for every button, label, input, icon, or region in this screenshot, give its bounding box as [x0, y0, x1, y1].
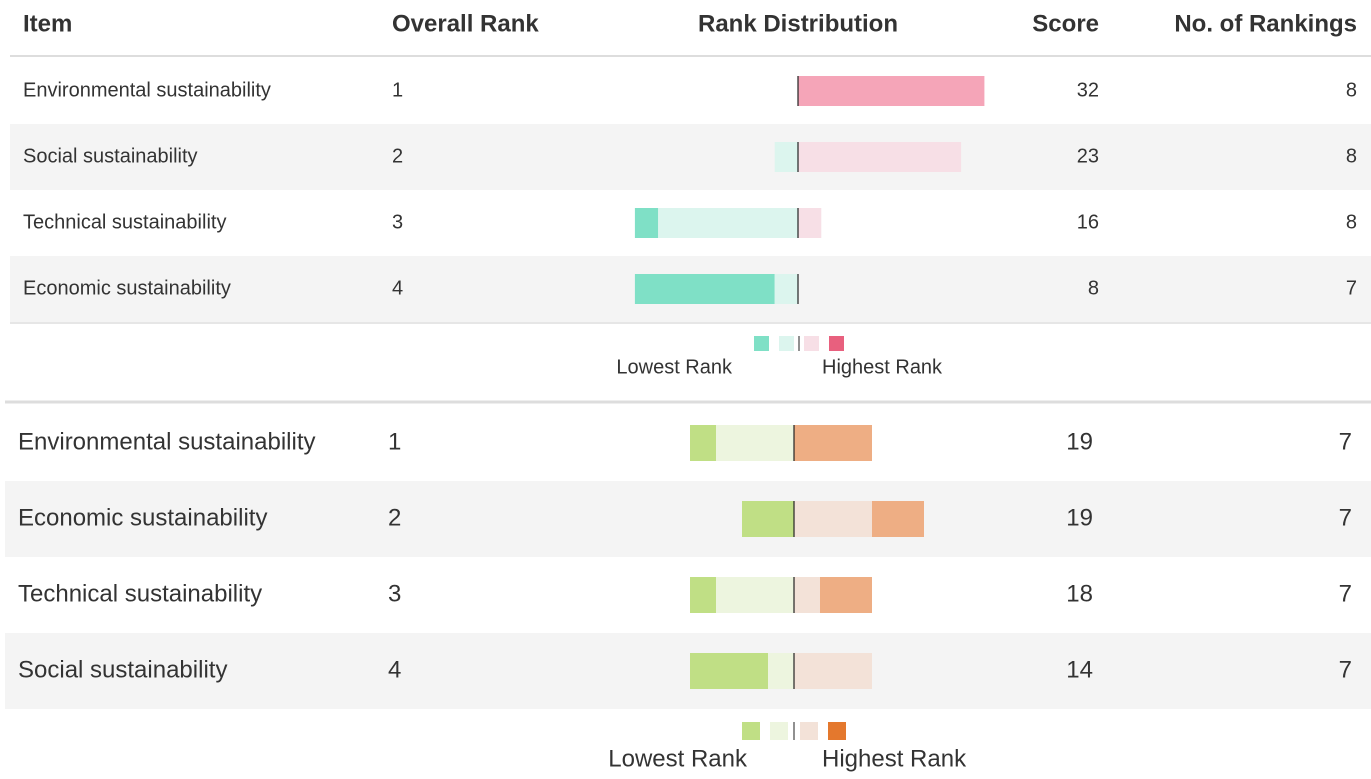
rankings-value: 7 [1339, 504, 1352, 531]
distribution-segment [774, 142, 798, 172]
legend-swatch [770, 722, 788, 740]
header-rankings: No. of Rankings [1174, 10, 1357, 37]
score-value: 8 [1088, 277, 1099, 299]
score-value: 14 [1066, 656, 1093, 683]
distribution-segment [742, 501, 794, 537]
distribution-segment [768, 653, 794, 689]
distribution-segment [798, 208, 822, 238]
distribution-segment [774, 274, 798, 304]
distribution-segment [820, 577, 872, 613]
distribution-segment [634, 208, 659, 238]
legend-swatch [829, 336, 844, 351]
score-value: 19 [1066, 504, 1093, 531]
rankings-value: 8 [1346, 211, 1357, 233]
item-label: Social sustainability [18, 656, 227, 683]
header-item: Item [23, 10, 72, 37]
legend-swatch [800, 722, 818, 740]
item-label: Technical sustainability [18, 580, 262, 607]
legend-swatch [828, 722, 846, 740]
row-background [5, 481, 1371, 557]
item-label: Environmental sustainability [18, 428, 315, 455]
rank-value: 3 [392, 211, 403, 233]
rankings-value: 7 [1346, 277, 1357, 299]
legend-high: Highest Rank [822, 745, 967, 772]
legend-swatch [742, 722, 760, 740]
header-distribution: Rank Distribution [698, 10, 898, 37]
distribution-segment [872, 501, 924, 537]
row-background [5, 633, 1371, 709]
score-value: 16 [1077, 211, 1099, 233]
item-label: Social sustainability [23, 145, 198, 167]
item-label: Technical sustainability [23, 211, 226, 233]
rank-value: 4 [392, 277, 403, 299]
distribution-segment [798, 76, 985, 106]
legend-low: Lowest Rank [608, 745, 748, 772]
distribution-segment [798, 142, 962, 172]
rankings-value: 8 [1346, 79, 1357, 101]
legend-swatch [779, 336, 794, 351]
distribution-segment [690, 653, 768, 689]
distribution-segment [716, 577, 794, 613]
rank-value: 2 [388, 504, 401, 531]
distribution-segment [794, 425, 872, 461]
distribution-segment [794, 501, 872, 537]
legend-high: Highest Rank [822, 356, 943, 378]
distribution-segment [634, 274, 775, 304]
score-value: 23 [1077, 145, 1099, 167]
score-value: 19 [1066, 428, 1093, 455]
rank-value: 2 [392, 145, 403, 167]
distribution-segment [658, 208, 798, 238]
distribution-segment [690, 577, 716, 613]
distribution-segment [716, 425, 794, 461]
legend-swatch [754, 336, 769, 351]
item-label: Economic sustainability [23, 277, 231, 299]
score-value: 18 [1066, 580, 1093, 607]
distribution-segment [690, 425, 716, 461]
rank-value: 1 [388, 428, 401, 455]
rankings-value: 7 [1339, 656, 1352, 683]
row-background [10, 124, 1371, 190]
rank-value: 1 [392, 79, 403, 101]
header-score: Score [1032, 10, 1099, 37]
distribution-segment [794, 577, 820, 613]
rankings-value: 7 [1339, 580, 1352, 607]
rankings-value: 8 [1346, 145, 1357, 167]
distribution-segment [794, 653, 872, 689]
score-value: 32 [1077, 79, 1099, 101]
rank-value: 4 [388, 656, 401, 683]
legend-low: Lowest Rank [616, 356, 733, 378]
item-label: Economic sustainability [18, 504, 267, 531]
header-rank: Overall Rank [392, 10, 539, 37]
rankings-value: 7 [1339, 428, 1352, 455]
rank-value: 3 [388, 580, 401, 607]
legend-swatch [804, 336, 819, 351]
item-label: Environmental sustainability [23, 79, 271, 101]
